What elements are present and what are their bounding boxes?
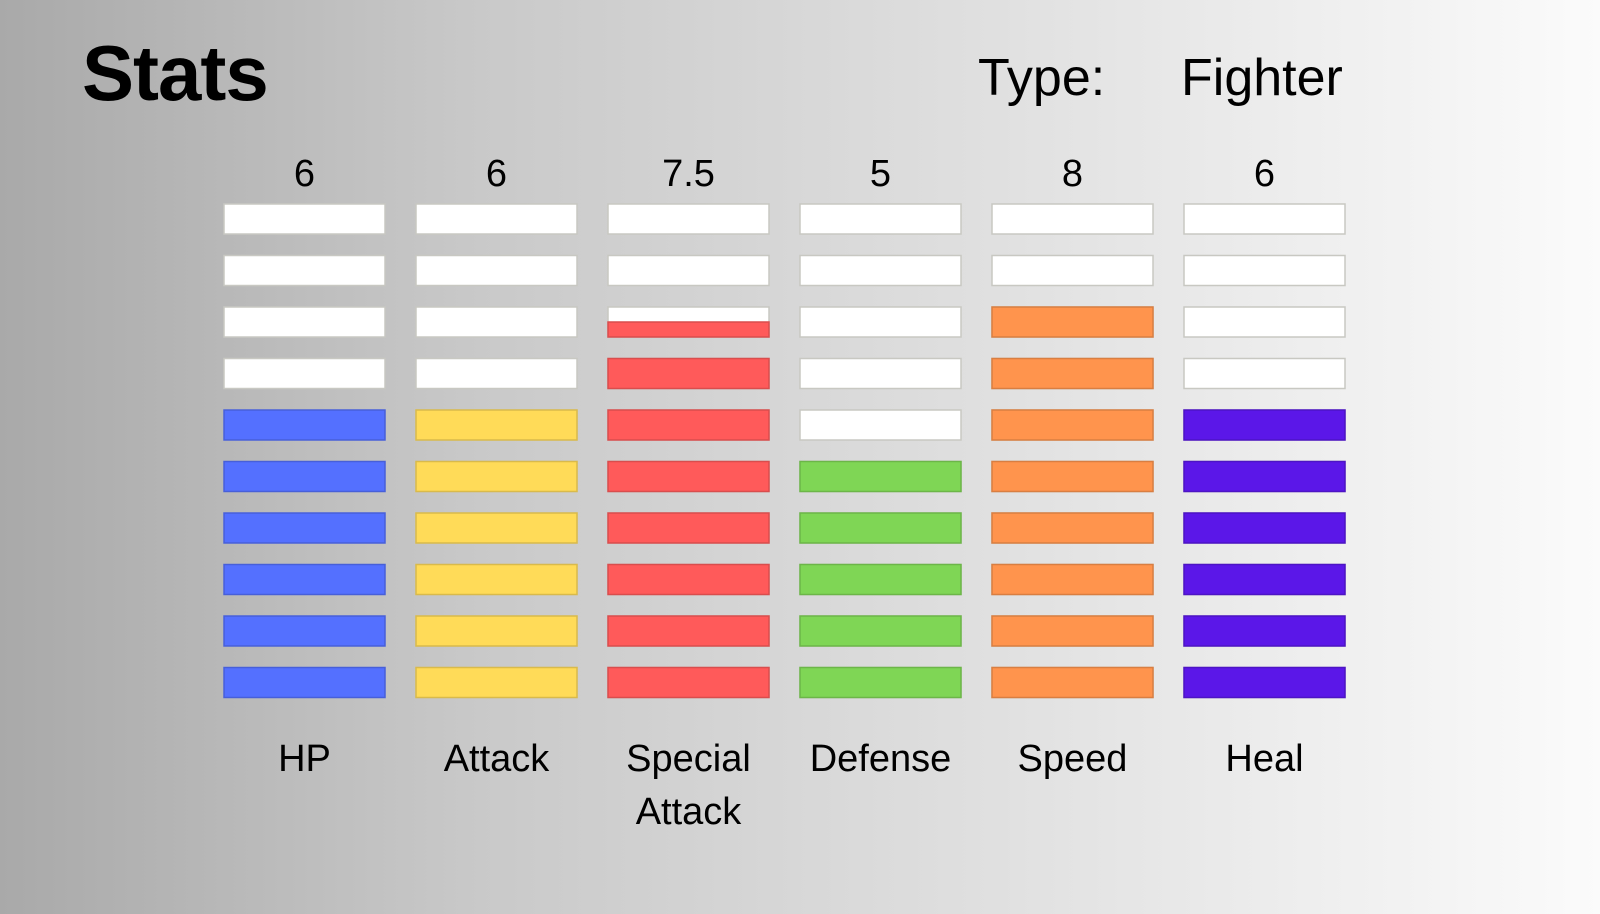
- bar-segment-filled: [415, 409, 578, 441]
- bar-segment-empty: [415, 203, 578, 235]
- bar-segment-filled: [799, 615, 962, 647]
- bar-segment-filled: [991, 563, 1154, 596]
- bar-segment-filled: [1183, 512, 1346, 544]
- category-label: Special: [626, 738, 751, 780]
- bar-segment-filled: [607, 460, 770, 493]
- bar-segment-filled: [991, 615, 1154, 647]
- value-label: 8: [1062, 153, 1083, 195]
- bar-segment-filled: [223, 563, 386, 596]
- bar-segment-filled: [991, 306, 1154, 338]
- bar-segment-filled: [415, 512, 578, 544]
- bar-segment-filled: [223, 409, 386, 441]
- bar-segment-empty: [223, 306, 386, 338]
- category-label: Speed: [1018, 738, 1128, 780]
- value-label: 6: [486, 153, 507, 195]
- bar-segment-filled: [223, 460, 386, 493]
- bar-segment-filled: [1183, 615, 1346, 647]
- bar-segment-empty: [799, 357, 962, 390]
- bar-segment-empty: [991, 203, 1154, 235]
- category-label: Attack: [636, 791, 743, 833]
- value-label: 5: [870, 153, 891, 195]
- bar-segment-empty: [223, 254, 386, 287]
- value-label: 6: [1254, 153, 1275, 195]
- bar-segment-filled: [1183, 409, 1346, 441]
- type-value: Fighter: [1181, 49, 1343, 107]
- bar-segment-empty: [1183, 203, 1346, 235]
- bar-segment-filled: [223, 615, 386, 647]
- bar-segment-empty: [223, 203, 386, 235]
- value-label: 7.5: [662, 153, 715, 195]
- bar-segment-empty: [415, 254, 578, 287]
- bar-segment-filled: [415, 615, 578, 647]
- bar-segment-empty: [607, 203, 770, 235]
- bar-segment-filled: [415, 460, 578, 493]
- category-label: Attack: [444, 738, 551, 780]
- bar-segment-filled: [223, 666, 386, 699]
- bar-segment-filled: [607, 666, 770, 699]
- bar-segment-filled: [1183, 460, 1346, 493]
- bar-segment-empty: [607, 254, 770, 287]
- bar-segment-filled: [223, 512, 386, 544]
- bar-segment-empty: [799, 409, 962, 441]
- bar-segment-filled: [799, 666, 962, 699]
- bar-segment-filled: [1183, 666, 1346, 699]
- bar-segment-empty: [799, 203, 962, 235]
- type-label: Type:: [978, 49, 1106, 107]
- bar-segment-filled: [607, 357, 770, 390]
- bar-segment-empty: [1183, 306, 1346, 338]
- bar-segment-filled: [1183, 563, 1346, 596]
- bar-segment-empty: [799, 254, 962, 287]
- bar-segment-filled: [607, 409, 770, 441]
- bar-segment-filled: [415, 563, 578, 596]
- bar-segment-empty: [991, 254, 1154, 287]
- bar-segment-empty: [799, 306, 962, 338]
- bar-segment-filled: [607, 321, 770, 338]
- bar-segment-empty: [415, 306, 578, 338]
- category-label: HP: [278, 738, 331, 780]
- bar-segment-filled: [415, 666, 578, 699]
- bar-segment-filled: [991, 409, 1154, 441]
- bar-segment-filled: [799, 460, 962, 493]
- category-label: Defense: [810, 738, 952, 780]
- bar-segment-empty: [1183, 254, 1346, 287]
- bar-segment-empty: [223, 357, 386, 390]
- bar-segment-empty: [415, 357, 578, 390]
- bar-segment-filled: [607, 512, 770, 544]
- bar-segment-filled: [991, 357, 1154, 390]
- bar-segment-filled: [607, 563, 770, 596]
- bar-segment-empty: [1183, 357, 1346, 390]
- value-label: 6: [294, 153, 315, 195]
- bar-segment-filled: [607, 615, 770, 647]
- bar-segment-filled: [991, 460, 1154, 493]
- page-title: Stats: [82, 29, 269, 117]
- category-label: Heal: [1225, 738, 1303, 780]
- bar-segment-filled: [799, 563, 962, 596]
- bar-segment-filled: [991, 666, 1154, 699]
- bar-segment-filled: [799, 512, 962, 544]
- bar-segment-filled: [991, 512, 1154, 544]
